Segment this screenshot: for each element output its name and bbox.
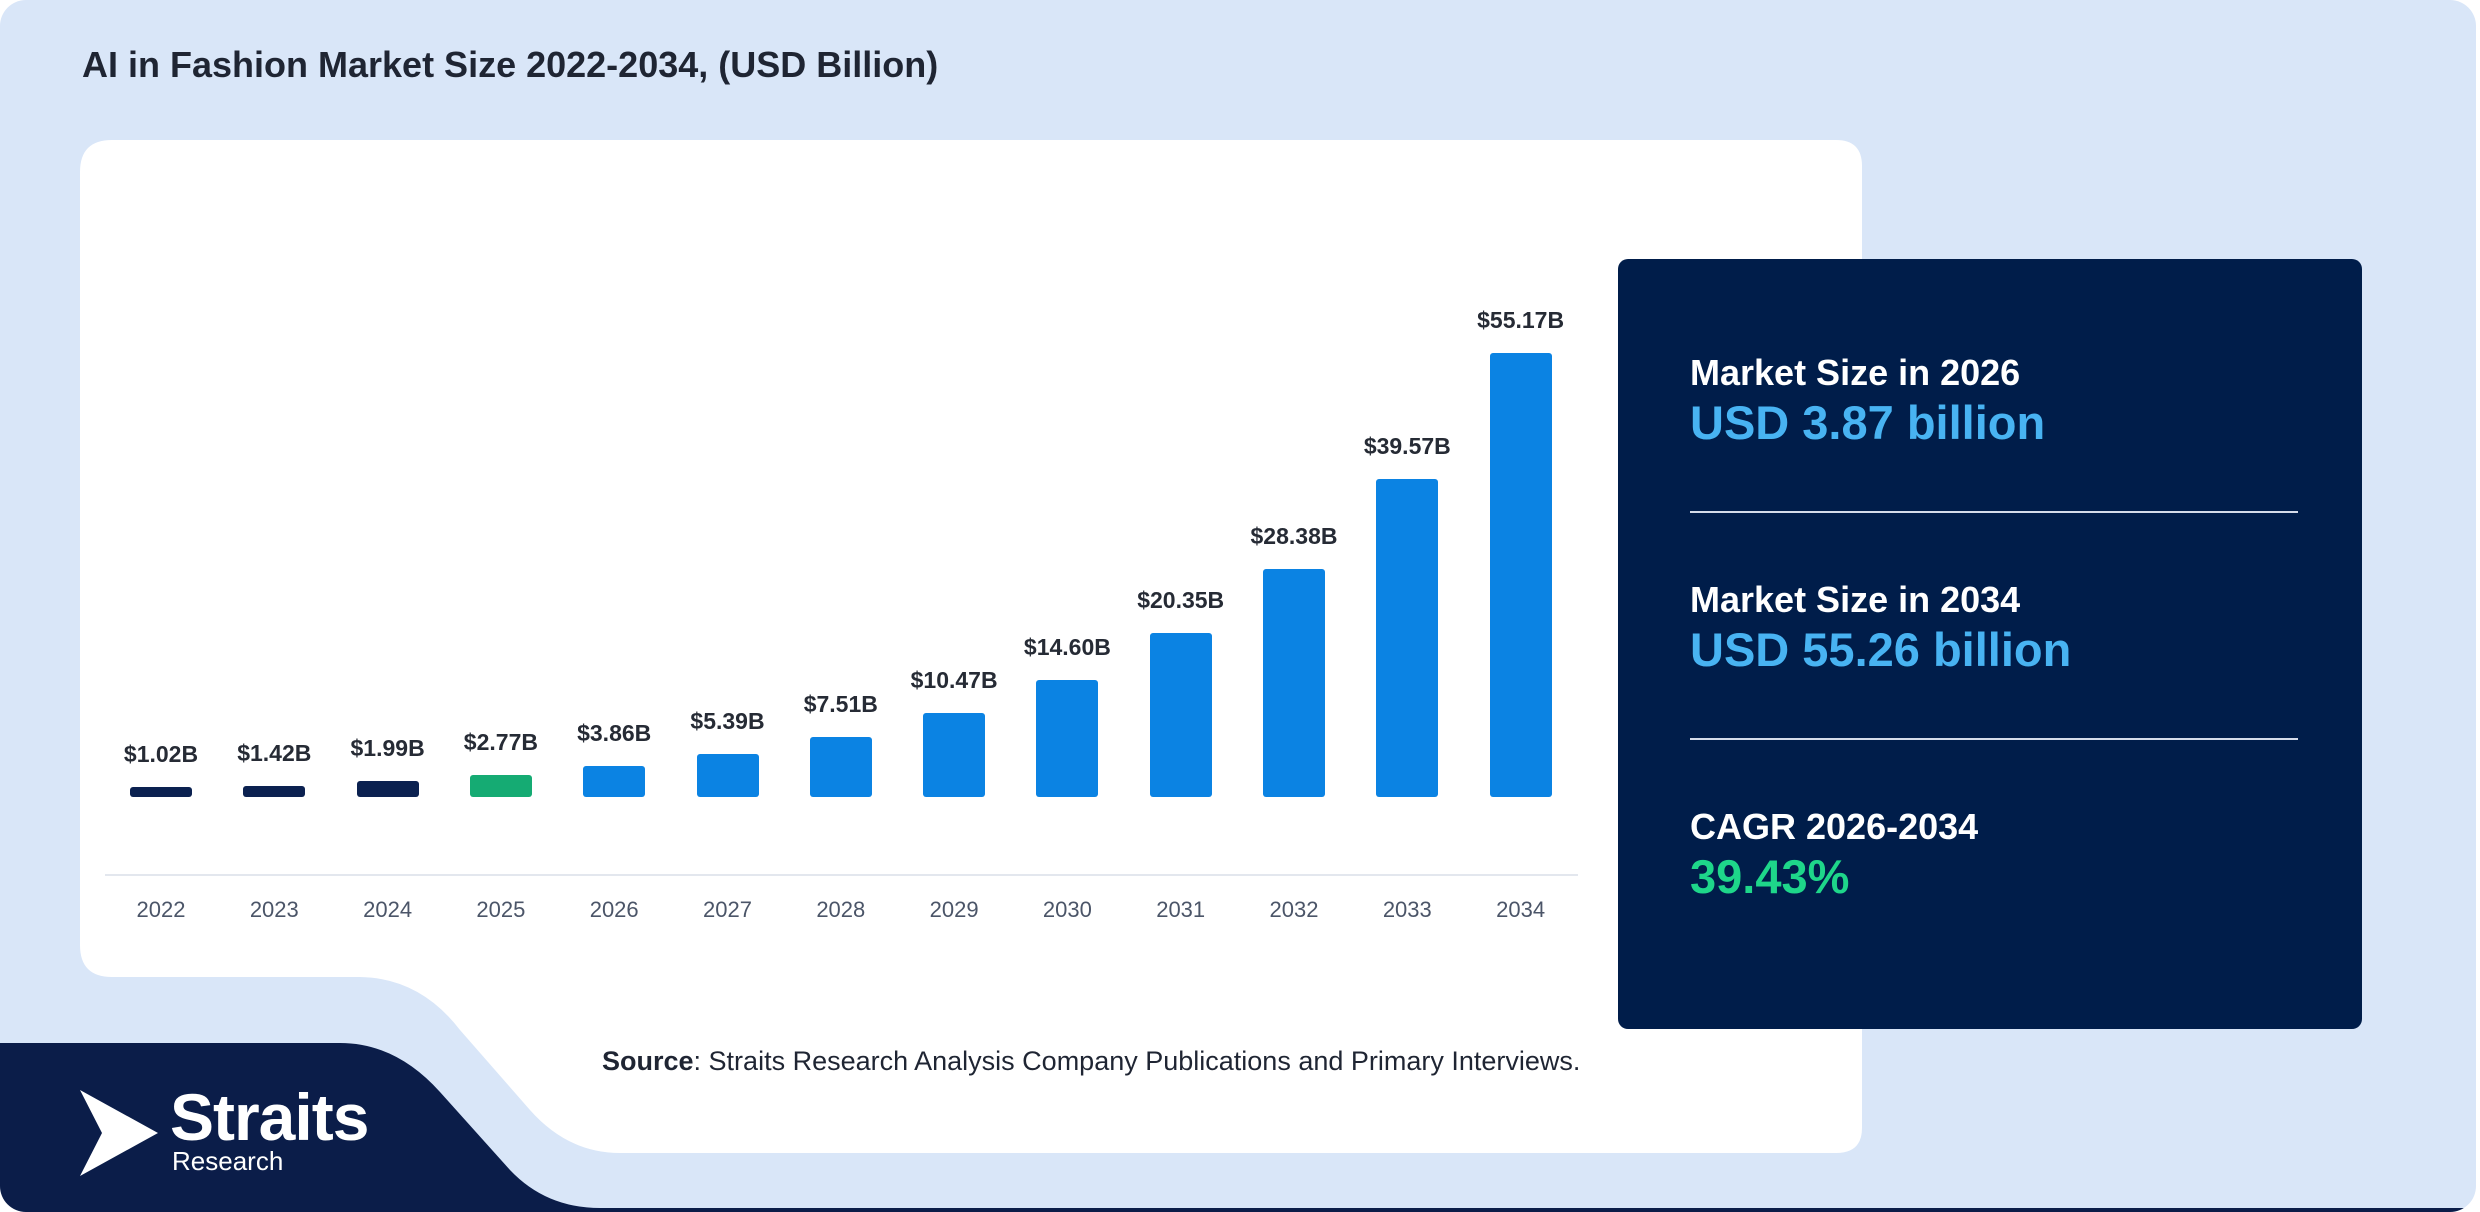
x-tick-2026: 2026 (589, 897, 639, 922)
bar-2027 (696, 753, 759, 797)
stat-divider (1690, 738, 2298, 740)
data-label-2031: $20.35B (1137, 587, 1225, 614)
bar-2031 (1149, 633, 1212, 797)
bar-2022 (130, 787, 192, 797)
footer-band (0, 1043, 2476, 1212)
source-text: : Straits Research Analysis Company Publ… (693, 1046, 1581, 1076)
bar-2028 (809, 736, 872, 797)
brand-name: Straits (170, 1080, 369, 1154)
stat-value: USD 3.87 billion (1690, 396, 2046, 449)
source-note: Source: Straits Research Analysis Compan… (602, 1046, 1580, 1077)
x-tick-2031: 2031 (1156, 897, 1206, 922)
key-stats-panel: Market Size in 2026 USD 3.87 billion Mar… (1618, 259, 2362, 1029)
x-tick-2029: 2029 (929, 897, 979, 922)
bar-2023 (243, 785, 306, 797)
x-tick-2025: 2025 (476, 897, 526, 922)
x-tick-2022: 2022 (136, 897, 186, 922)
source-label: Source (602, 1046, 694, 1076)
bar-2029 (923, 712, 986, 797)
chart-card (80, 140, 1862, 1153)
stat-caption: Market Size in 2026 (1690, 352, 2021, 393)
data-label-2025: $2.77B (463, 728, 538, 755)
data-label-2023: $1.42B (237, 739, 312, 766)
bar-2030 (1036, 679, 1099, 797)
bar-2034 (1489, 353, 1552, 797)
data-label-2027: $5.39B (690, 707, 765, 734)
bar-2033 (1376, 478, 1439, 797)
stat-cagr: CAGR 2026-2034 39.43% (1690, 805, 1978, 905)
page-title: AI in Fashion Market Size 2022-2034, (US… (82, 44, 939, 85)
data-label-2026: $3.86B (577, 719, 652, 746)
x-tick-2032: 2032 (1269, 897, 1319, 922)
data-label-2033: $39.57B (1363, 432, 1451, 459)
stat-divider (1690, 511, 2298, 513)
x-tick-2028: 2028 (816, 897, 866, 922)
x-axis-baseline (105, 874, 1578, 876)
bar-2032 (1263, 568, 1325, 797)
data-label-2028: $7.51B (803, 690, 878, 717)
stat-market-size-2034: Market Size in 2034 USD 55.26 billion (1690, 578, 2071, 678)
x-tick-2030: 2030 (1042, 897, 1092, 922)
x-tick-2023: 2023 (249, 897, 299, 922)
data-label-2030: $14.60B (1023, 633, 1111, 660)
x-tick-2033: 2033 (1382, 897, 1432, 922)
bar-2026 (583, 765, 646, 797)
stat-market-size-2026: Market Size in 2026 USD 3.87 billion (1690, 351, 2045, 451)
stat-value: USD 55.26 billion (1690, 623, 2072, 676)
data-label-2029: $10.47B (910, 666, 998, 693)
data-label-2032: $28.38B (1250, 522, 1338, 549)
brand-subtitle: Research (172, 1146, 284, 1176)
stat-caption: CAGR 2026-2034 (1690, 806, 1979, 847)
stat-value: 39.43% (1690, 850, 1850, 903)
x-tick-2024: 2024 (363, 897, 413, 922)
data-label-2022: $1.02B (123, 741, 199, 767)
x-tick-2034: 2034 (1496, 897, 1546, 922)
data-label-2024: $1.99B (350, 734, 425, 761)
bar-2024 (356, 780, 419, 797)
x-tick-2027: 2027 (703, 897, 752, 922)
stat-caption: Market Size in 2034 (1690, 579, 2021, 620)
bar-2025 (469, 774, 532, 797)
straits-arrow-logo-icon (80, 1090, 158, 1176)
data-label-2034: $55.17B (1477, 307, 1565, 333)
